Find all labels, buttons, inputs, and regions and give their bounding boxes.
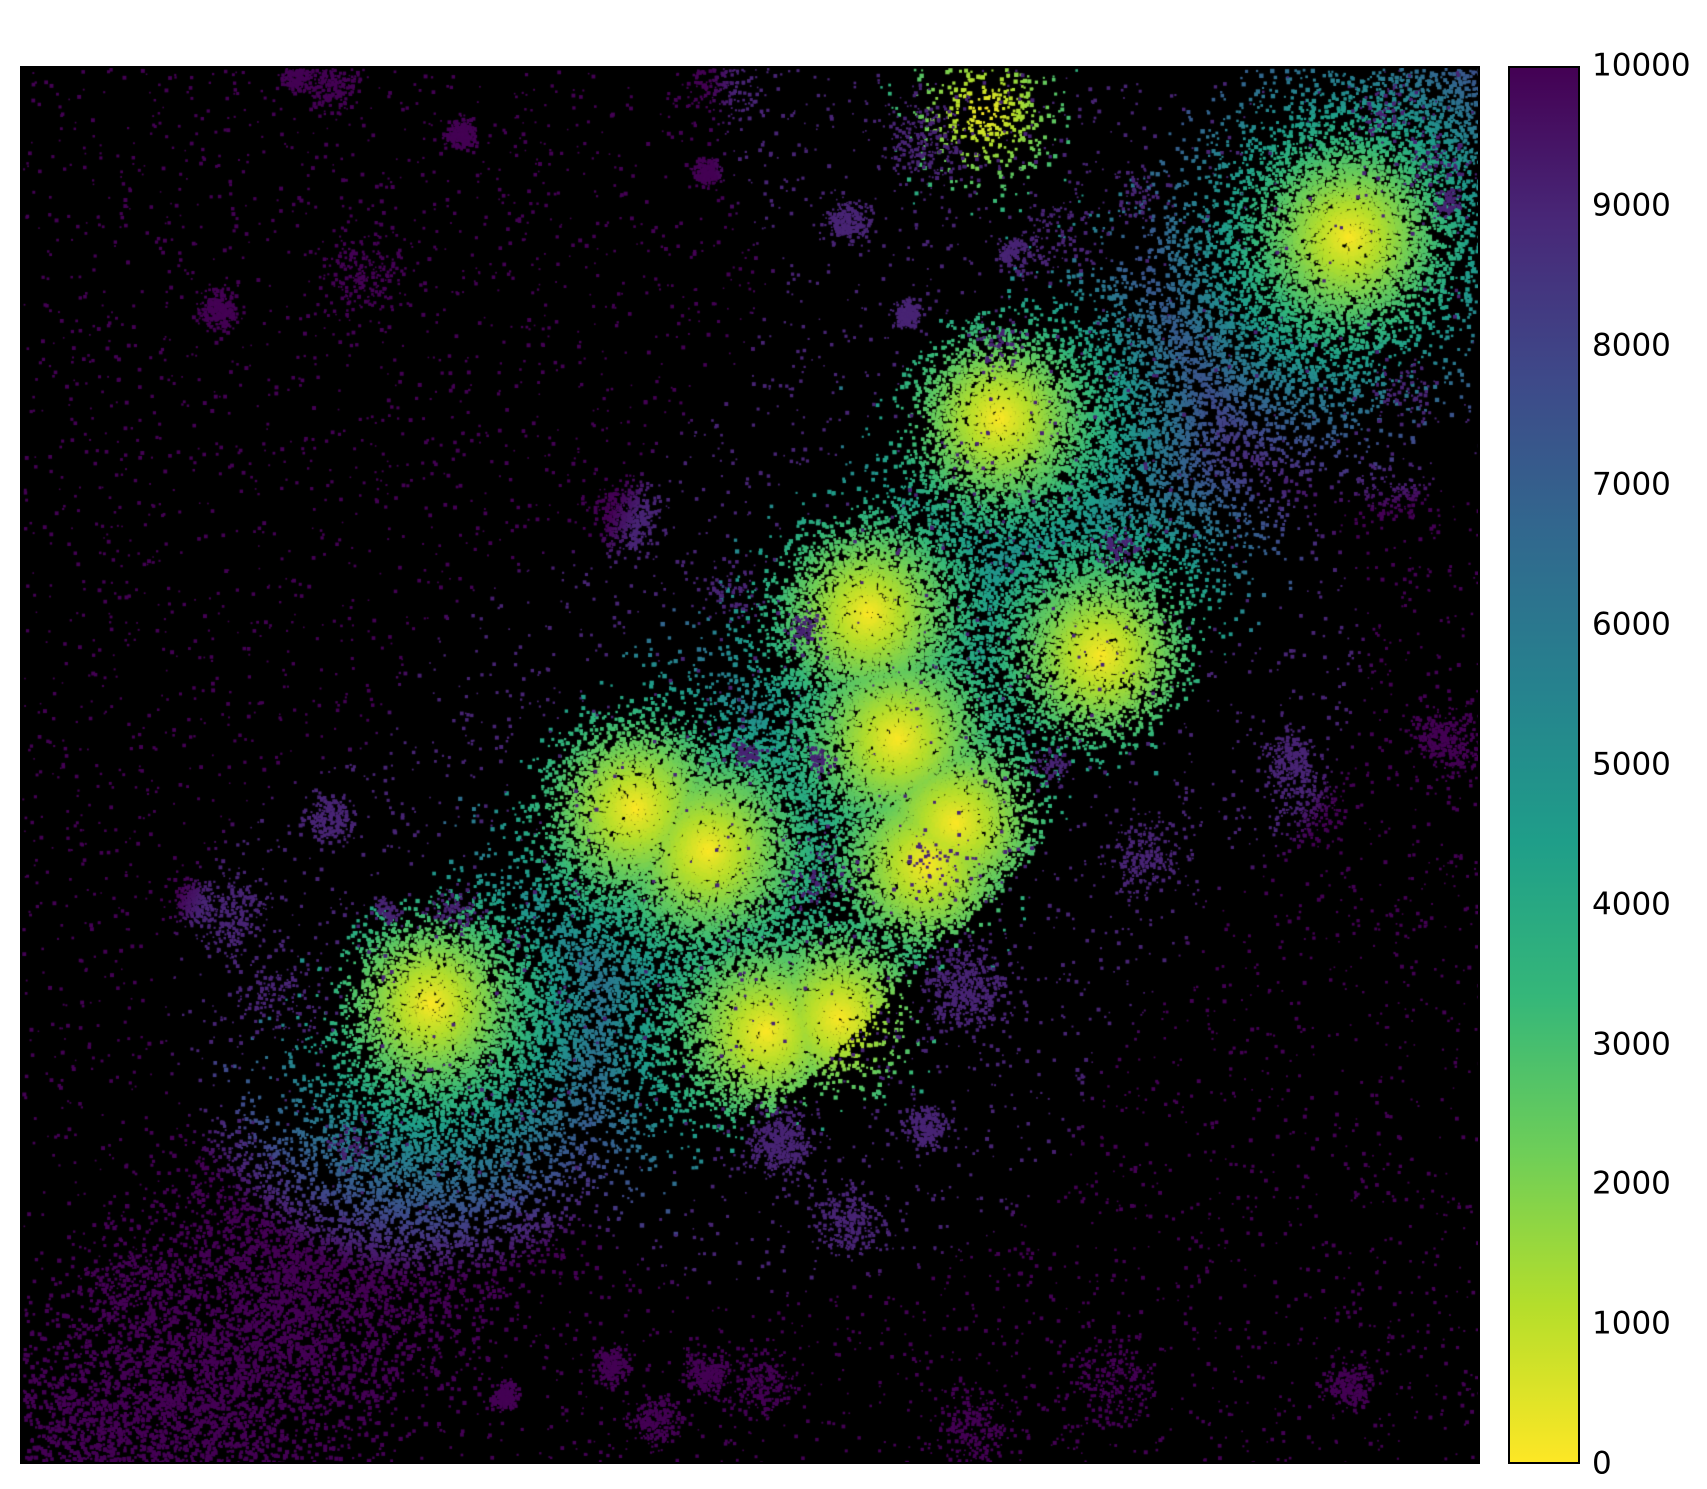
- colorbar-tick-label: 2000: [1592, 1165, 1671, 1202]
- colorbar: [1508, 66, 1580, 1464]
- colorbar-tick-label: 6000: [1592, 606, 1671, 643]
- colorbar-tick-label: 9000: [1592, 187, 1671, 224]
- colorbar-tick-label: 5000: [1592, 746, 1671, 783]
- colorbar-gradient: [1510, 68, 1578, 1462]
- distance-heatmap-points: [22, 68, 1478, 1462]
- map-plot-area: [20, 66, 1480, 1464]
- colorbar-tick-label: 3000: [1592, 1026, 1671, 1063]
- colorbar-tick-label: 0: [1592, 1445, 1612, 1482]
- colorbar-tick-label: 4000: [1592, 886, 1671, 923]
- colorbar-tick-label: 7000: [1592, 466, 1671, 503]
- colorbar-tick-label: 10000: [1592, 47, 1691, 84]
- colorbar-tick-label: 1000: [1592, 1305, 1671, 1342]
- colorbar-tick-label: 8000: [1592, 327, 1671, 364]
